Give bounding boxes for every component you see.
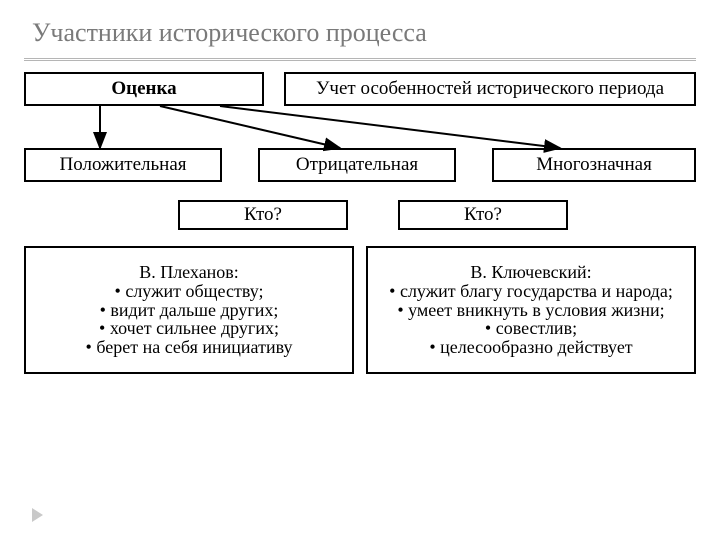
box-otric-label: Отрицательная	[296, 155, 418, 175]
kluchev-line-3: • совестлив;	[485, 319, 577, 338]
box-ocenka-label: Оценка	[111, 79, 176, 99]
page-title: Участники исторического процесса	[32, 18, 427, 48]
box-otricatelnaya: Отрицательная	[258, 148, 456, 182]
box-kto1-label: Кто?	[244, 205, 282, 225]
arrow-ocenka-to-mnogo	[220, 106, 560, 148]
plehanov-line-3: • хочет сильнее других;	[99, 319, 279, 338]
box-mnogo-label: Многозначная	[536, 155, 652, 175]
box-kto2-label: Кто?	[464, 205, 502, 225]
title-underline	[24, 58, 696, 61]
plehanov-line-4: • берет на себя инициативу	[86, 338, 293, 357]
plehanov-line-0: В. Плеханов:	[139, 263, 239, 282]
box-polozhitelnaya: Положительная	[24, 148, 222, 182]
box-polozh-label: Положительная	[60, 155, 187, 175]
box-uchet: Учет особенностей исторического периода	[284, 72, 696, 106]
plehanov-line-1: • служит обществу;	[115, 282, 264, 301]
kluchev-line-0: В. Ключевский:	[470, 263, 591, 282]
box-ocenka: Оценка	[24, 72, 264, 106]
kluchev-line-4: • целесообразно действует	[429, 338, 632, 357]
box-kluchevsky: В. Ключевский: • служит благу государств…	[366, 246, 696, 374]
kluchev-line-1: • служит благу государства и народа;	[389, 282, 673, 301]
box-kto-1: Кто?	[178, 200, 348, 230]
box-kto-2: Кто?	[398, 200, 568, 230]
arrow-ocenka-to-otric	[160, 106, 340, 148]
box-uchet-label: Учет особенностей исторического периода	[316, 79, 664, 99]
kluchev-line-2: • умеет вникнуть в условия жизни;	[397, 301, 664, 320]
play-marker-icon	[32, 508, 43, 522]
box-plehanov: В. Плеханов: • служит обществу; • видит …	[24, 246, 354, 374]
plehanov-line-2: • видит дальше других;	[100, 301, 279, 320]
box-mnogoznachnaya: Многозначная	[492, 148, 696, 182]
